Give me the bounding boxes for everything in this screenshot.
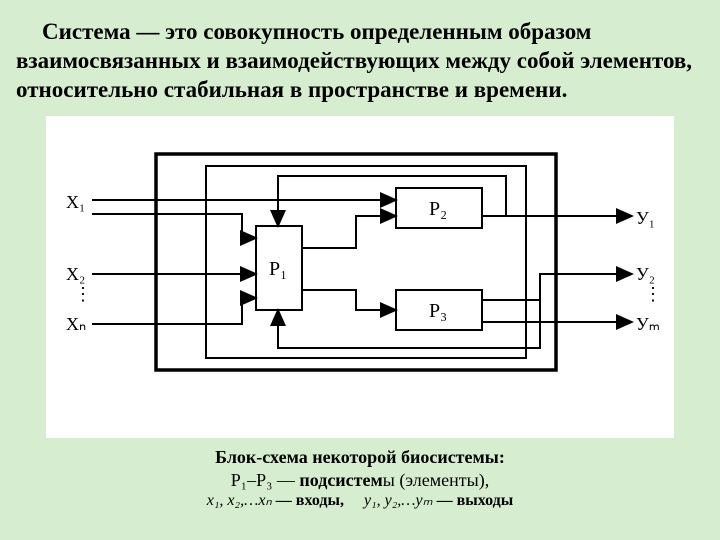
block-p3-label: P₃ xyxy=(429,300,447,322)
input-ellipsis: ⋮ xyxy=(74,284,92,304)
output-label-y2: У₂ xyxy=(636,264,655,284)
caption-inputs-vars: x₁, x₂,…xₙ xyxy=(207,492,272,509)
input-label-x2: X₂ xyxy=(66,264,85,284)
caption-line2-bold: подсистем xyxy=(299,470,382,490)
caption-outputs-label: — выходы xyxy=(433,492,514,509)
conn-p1-p3 xyxy=(302,290,396,310)
caption-line2-prefix: P₁–P₃ — xyxy=(231,470,300,490)
block-p2-label: P₂ xyxy=(429,198,447,220)
block-p1-label: P₁ xyxy=(269,258,287,280)
caption-outputs-vars: y₁, y₂,…yₘ xyxy=(364,492,433,509)
output-ellipsis: ⋮ xyxy=(644,284,662,304)
diagram-caption: Блок-схема некоторой биосистемы: P₁–P₃ —… xyxy=(16,446,704,511)
output-label-y1: У₁ xyxy=(636,208,655,228)
definition-heading: Система — это совокупность определенным … xyxy=(16,18,704,104)
conn-x1-p1 xyxy=(92,214,256,238)
caption-inputs-label: — входы, xyxy=(272,492,344,509)
outer-box xyxy=(156,154,556,370)
input-label-x1: X₁ xyxy=(66,192,85,212)
output-label-ym: Уₘ xyxy=(636,314,660,334)
conn-p1-p2 xyxy=(302,216,396,248)
input-label-xn: Xₙ xyxy=(66,314,86,334)
conn-p3-y2 xyxy=(540,274,632,300)
block-diagram-panel: X₁ X₂ ⋮ Xₙ У₁ У₂ ⋮ Уₘ P₁ P₂ P₃ xyxy=(46,116,674,438)
caption-line2-rest: ы (элементы), xyxy=(383,470,489,490)
caption-title: Блок-схема некоторой биосистемы: xyxy=(215,447,505,467)
block-diagram-svg: X₁ X₂ ⋮ Xₙ У₁ У₂ ⋮ Уₘ P₁ P₂ P₃ xyxy=(56,130,676,390)
conn-xn-p1 xyxy=(92,298,256,324)
